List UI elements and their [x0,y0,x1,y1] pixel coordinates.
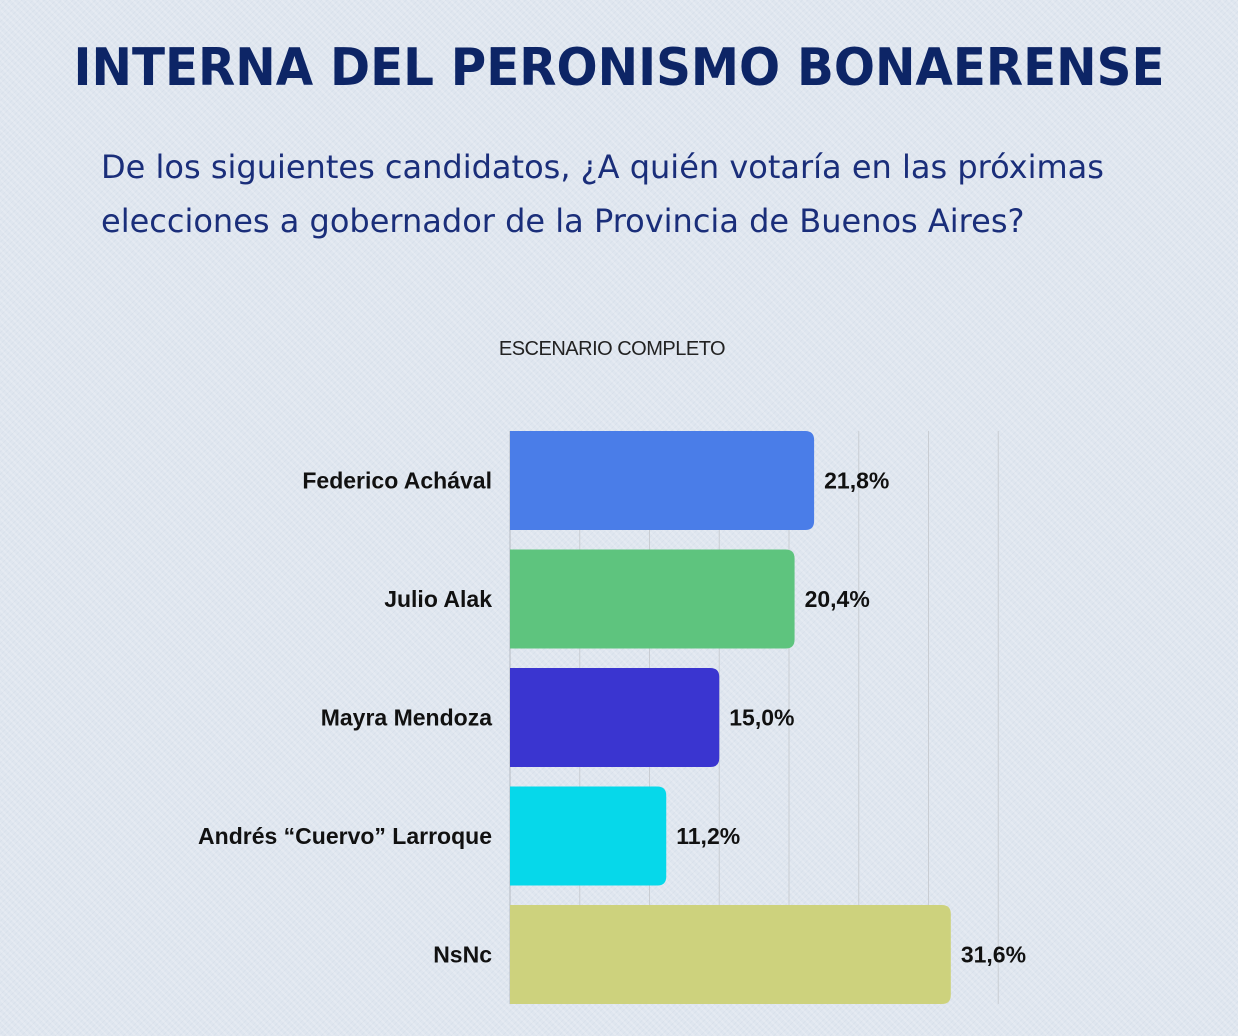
category-label: Julio Alak [384,586,492,612]
bar [510,549,795,649]
bar [510,905,951,1004]
value-label: 15,0% [729,705,794,731]
category-label: Mayra Mendoza [321,705,492,731]
value-label: 11,2% [676,823,740,849]
value-label: 31,6% [961,942,1026,968]
scenario-label: ESCENARIO COMPLETO [498,338,726,360]
chart-title: INTERNA DEL PERONISMO BONAERENSE [73,38,1165,98]
chart-subtitle: De los siguientes candidatos, ¿A quién v… [101,148,1104,240]
bar [510,431,815,530]
bar [510,668,720,767]
category-label: Andrés “Cuervo” Larroque [198,823,492,849]
value-label: 20,4% [805,586,870,612]
value-label: 21,8% [824,468,889,494]
bar [510,786,667,886]
bars [510,431,951,1004]
value-labels: 21,8% 20,4% 15,0% 11,2% 31,6% [676,468,1026,968]
category-label: Federico Achával [302,468,492,494]
category-labels: Federico Achával Julio Alak Mayra Mendoza A… [198,468,492,968]
category-label: NsNc [433,942,492,968]
